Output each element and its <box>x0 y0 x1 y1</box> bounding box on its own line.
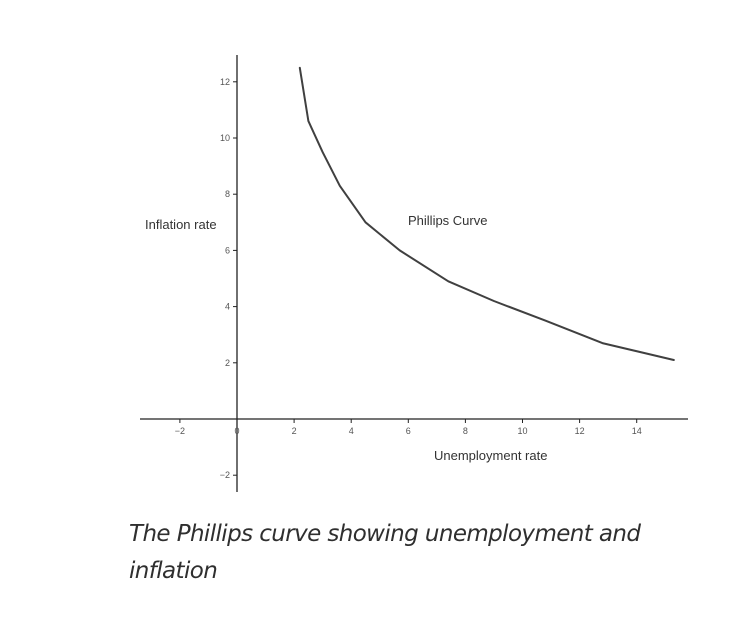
y-tick-label: −2 <box>220 470 230 480</box>
phillips-curve-chart: −2 0 2 4 6 8 10 12 14 −2 2 4 6 8 10 12 Inflation rate U… <box>140 55 688 492</box>
phillips-curve-line <box>298 66 675 361</box>
labels-layer: Inflation rate Unemployment rate Phillip… <box>145 213 547 463</box>
x-tick-label: 10 <box>517 426 527 436</box>
y-tick-label: 6 <box>225 245 230 255</box>
x-tick-label: 6 <box>406 426 411 436</box>
x-tick-label: 0 <box>234 426 239 436</box>
y-tick-label: 2 <box>225 358 230 368</box>
x-tick-label: −2 <box>175 426 185 436</box>
y-tick-label: 10 <box>220 133 230 143</box>
y-tick-label: 4 <box>225 302 230 312</box>
chart-svg: −2 0 2 4 6 8 10 12 14 −2 2 4 6 8 10 12 Inflation rate U… <box>140 55 688 492</box>
y-tick-label: 8 <box>225 189 230 199</box>
y-tick-label: 12 <box>220 77 230 87</box>
curve-annotation: Phillips Curve <box>408 213 487 228</box>
ticks-layer: −2 0 2 4 6 8 10 12 14 −2 2 4 6 8 10 12 <box>175 77 642 480</box>
y-axis-title: Inflation rate <box>145 217 217 232</box>
x-axis-title: Unemployment rate <box>434 448 547 463</box>
x-tick-label: 12 <box>575 426 585 436</box>
x-tick-label: 4 <box>349 426 354 436</box>
figure-caption: The Phillips curve showing unemployment … <box>129 521 641 584</box>
x-tick-label: 2 <box>292 426 297 436</box>
series-layer <box>298 66 675 361</box>
x-tick-label: 14 <box>632 426 642 436</box>
axes-layer <box>140 55 688 492</box>
x-tick-label: 8 <box>463 426 468 436</box>
